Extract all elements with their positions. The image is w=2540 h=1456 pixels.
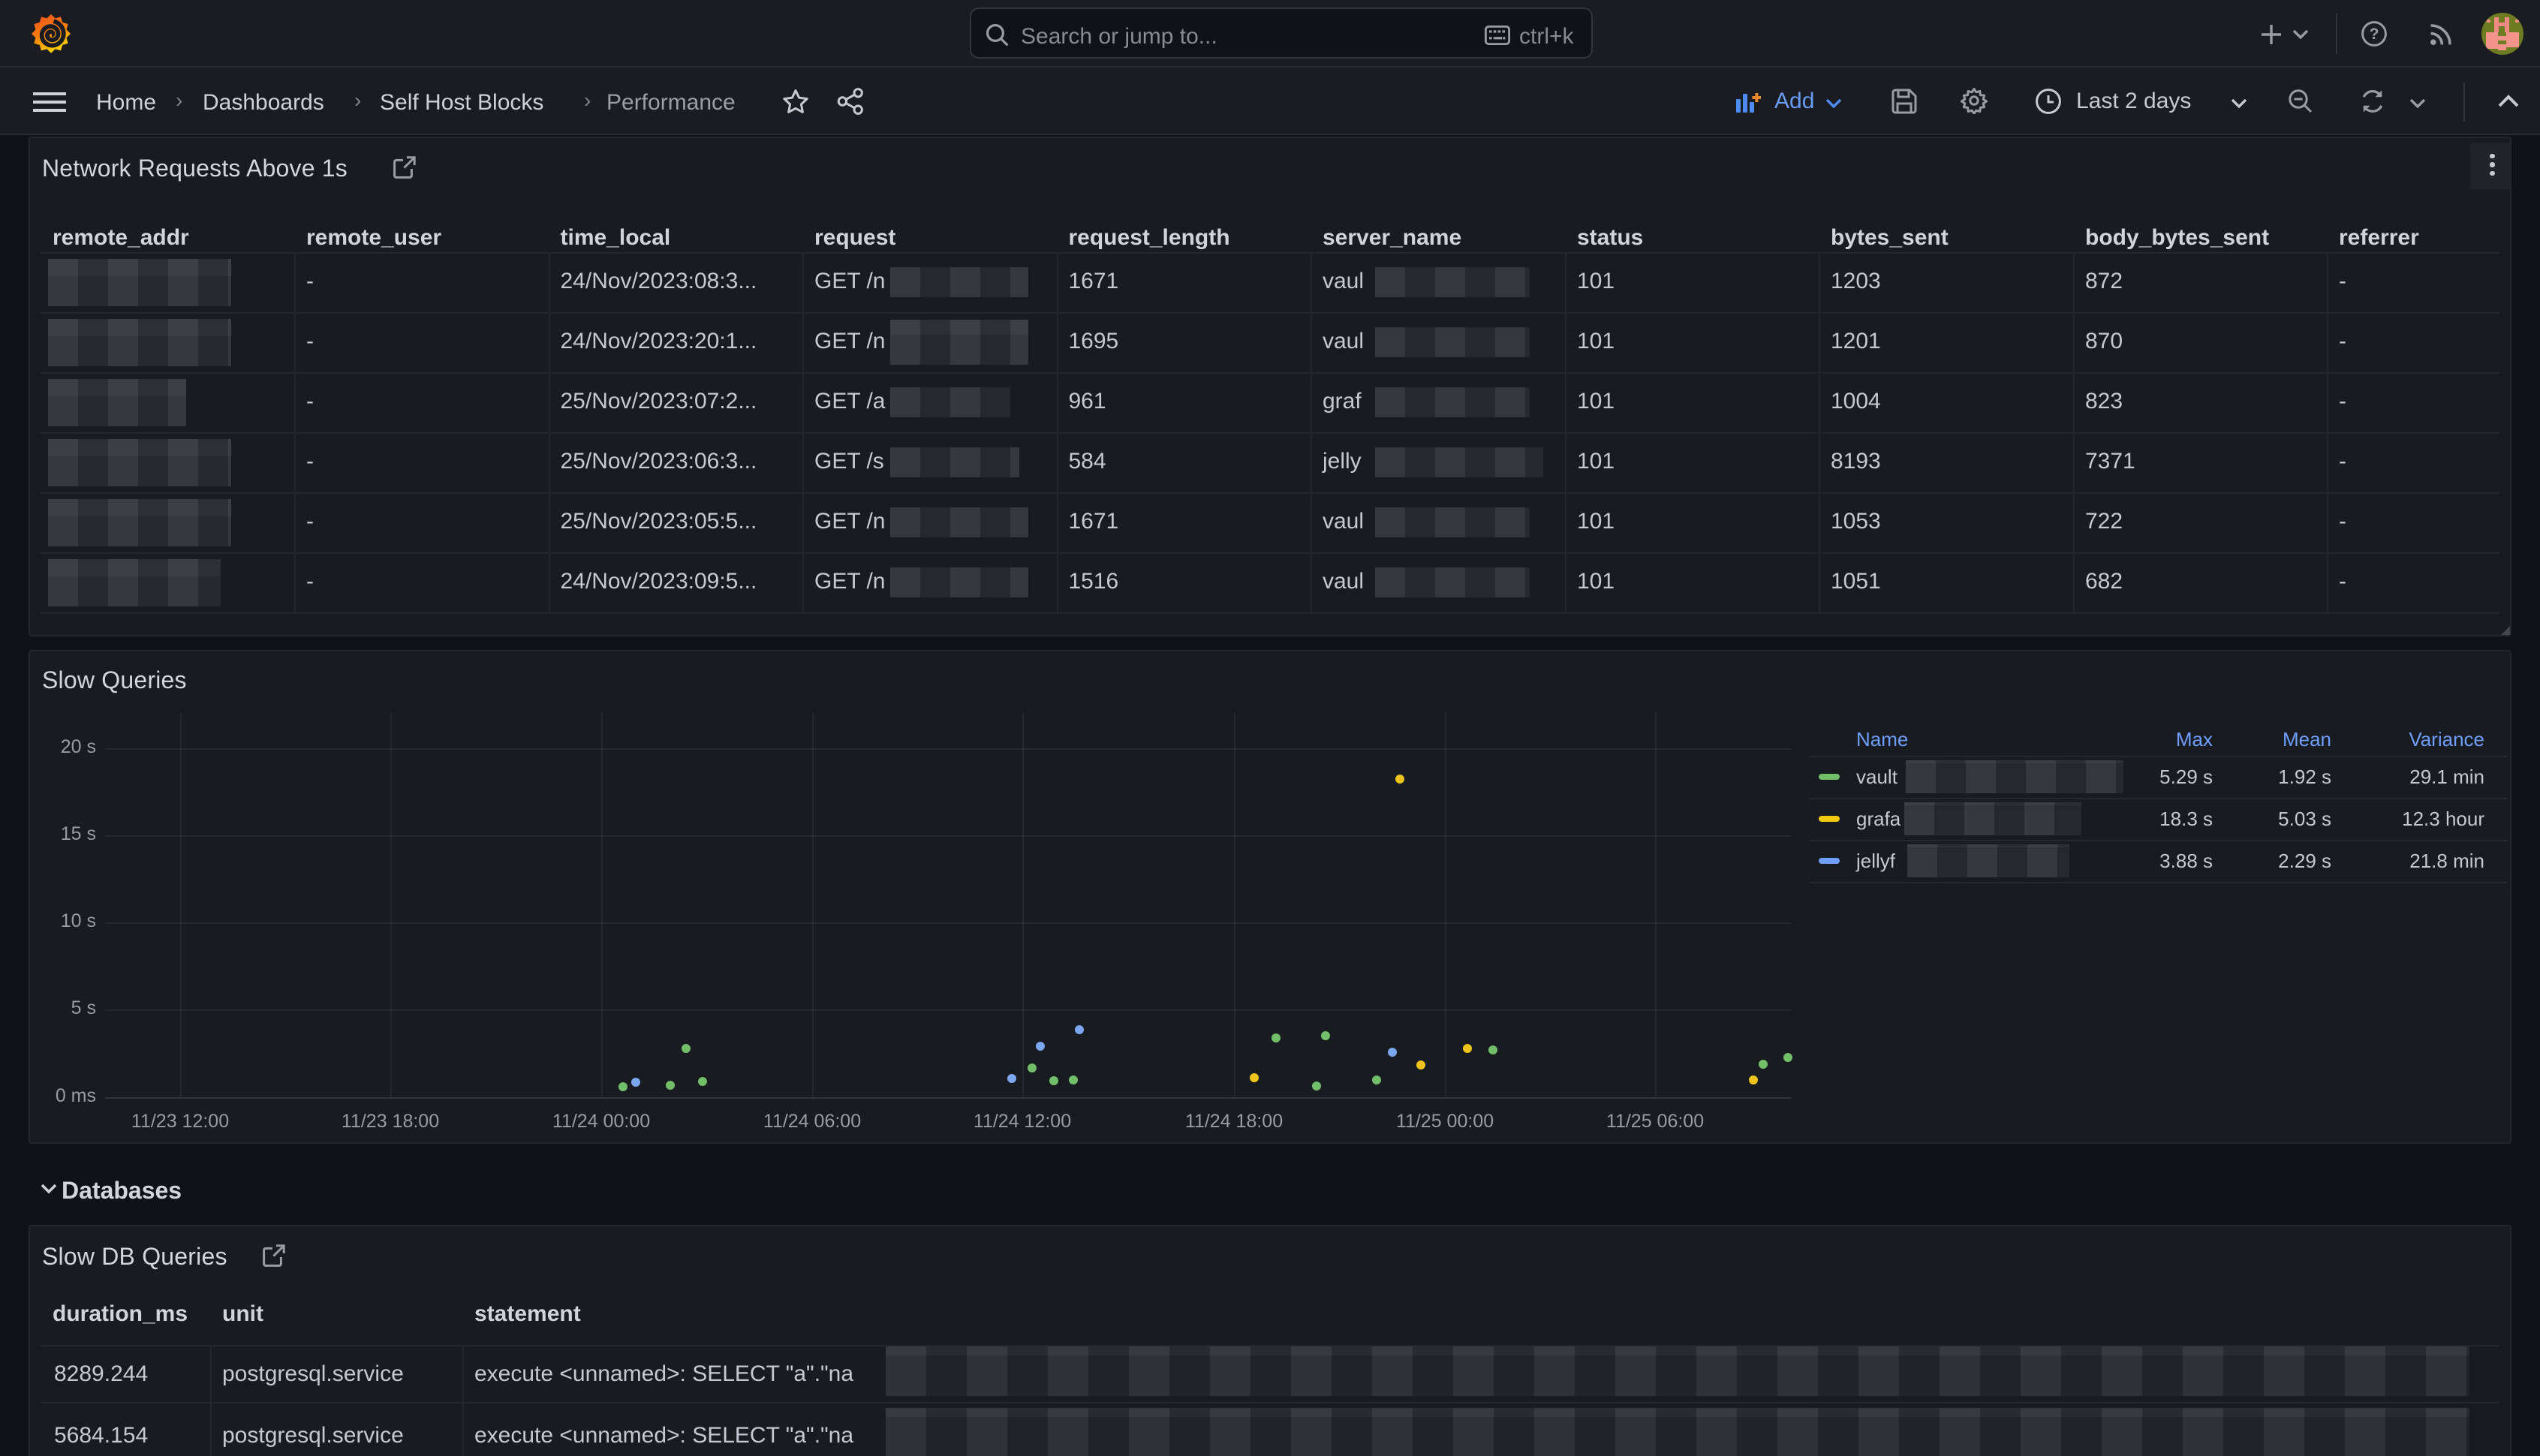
- svg-text:?: ?: [2370, 26, 2379, 43]
